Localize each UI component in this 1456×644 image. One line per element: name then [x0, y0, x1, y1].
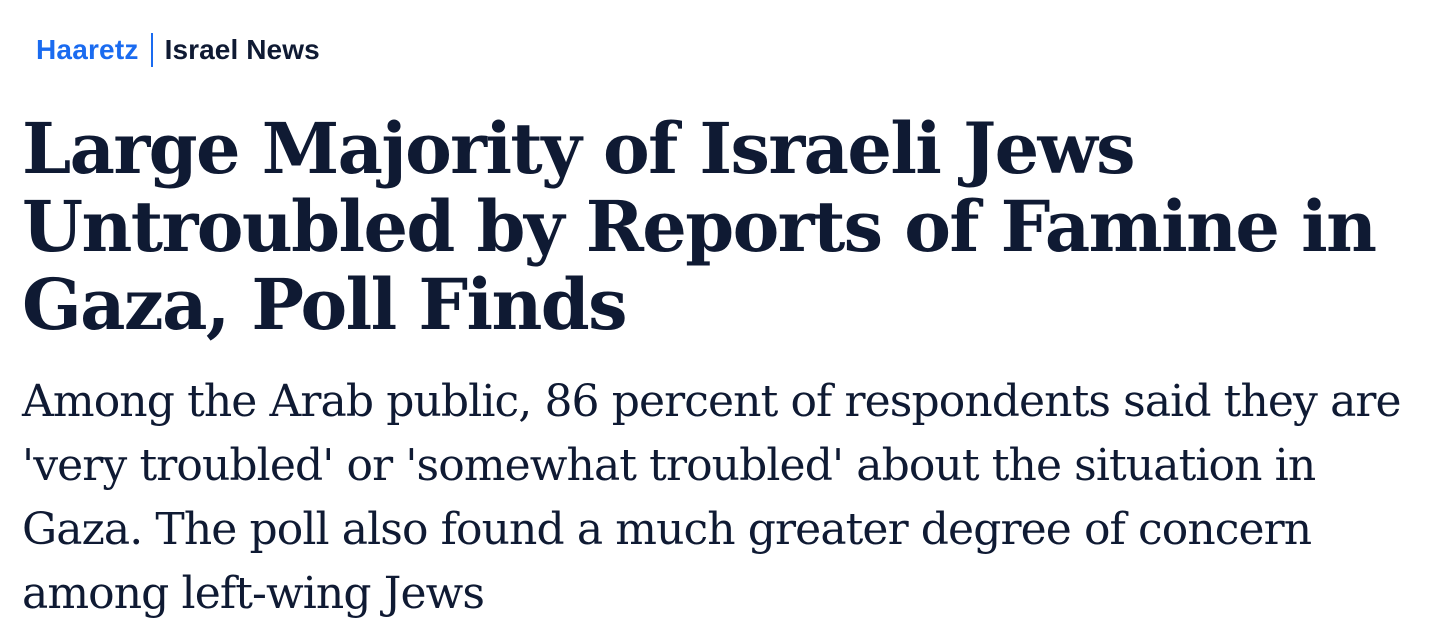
article-subheadline: Among the Arab public, 86 percent of res…	[22, 376, 1402, 619]
section-link-israel-news[interactable]: Israel News	[164, 34, 320, 65]
article-headline: Large Majority of Israeli Jews Untrouble…	[22, 107, 1377, 346]
haaretz-brand-link[interactable]: Haaretz	[36, 34, 139, 65]
breadcrumb-separator	[150, 33, 153, 67]
breadcrumb: Haaretz Israel News	[36, 30, 320, 70]
